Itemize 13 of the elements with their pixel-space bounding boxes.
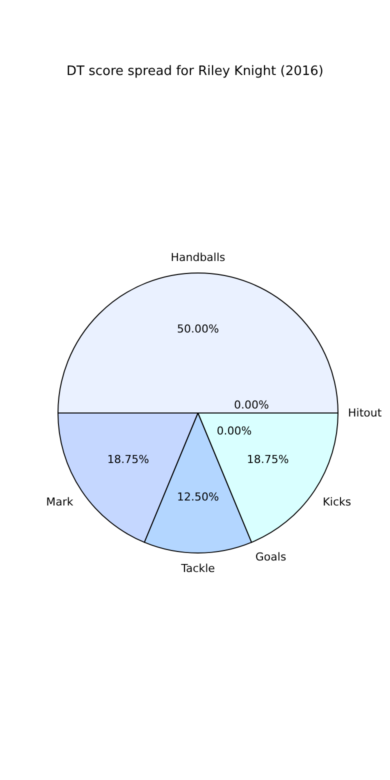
slice-label: Tackle (180, 562, 216, 575)
data-label: 18.75% (107, 453, 150, 466)
data-label: 18.75% (246, 453, 289, 466)
category-label: Goals (255, 550, 286, 564)
slice-label: Kicks (322, 495, 352, 508)
data-label: 50.00% (177, 322, 219, 336)
category-label: Hitout (348, 406, 382, 420)
slice-label: Handballs (170, 251, 226, 264)
slice-label: Mark (46, 495, 74, 508)
chart-title: DT score spread for Riley Knight (2016) (66, 64, 324, 79)
text: 0.00% (234, 398, 269, 412)
data-label: 12.50% (177, 490, 219, 504)
text: 0.00% (216, 424, 252, 438)
